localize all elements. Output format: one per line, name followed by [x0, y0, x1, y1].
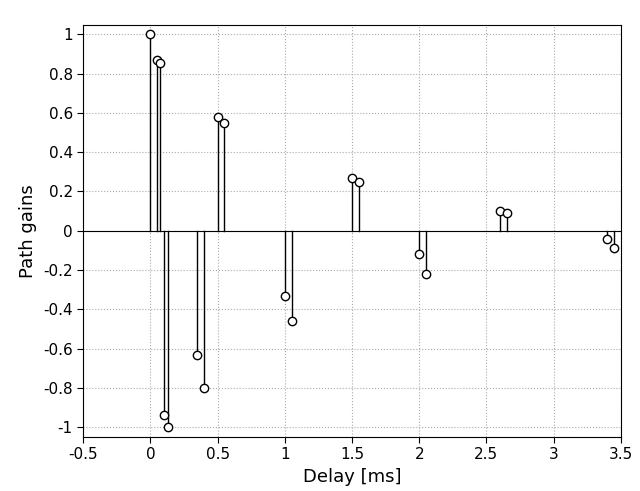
Y-axis label: Path gains: Path gains — [19, 184, 38, 277]
X-axis label: Delay [ms]: Delay [ms] — [303, 468, 401, 486]
